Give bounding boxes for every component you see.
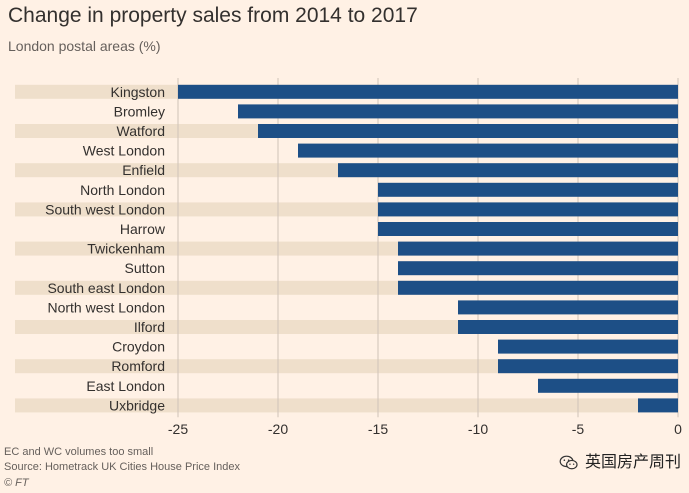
x-tick-label: -10 [468,421,488,437]
watermark-text: 英国房产周刊 [584,454,681,471]
bar [498,359,678,374]
bar [398,280,678,295]
category-label: Twickenham [87,241,165,257]
category-label: North west London [47,299,165,315]
x-tick-label: -25 [168,421,188,437]
wechat-icon [559,455,578,470]
category-label: East London [86,378,165,394]
row-band [15,359,640,374]
row-band [15,398,640,413]
category-label: Uxbridge [109,397,165,413]
bar [178,84,678,99]
x-tick-label: -15 [368,421,388,437]
category-label: Romford [111,358,165,374]
bar [378,222,678,236]
chart-subtitle: London postal areas (%) [8,38,161,54]
category-label: Sutton [125,260,165,276]
category-label: Harrow [120,221,166,237]
x-tick-label: 0 [674,421,682,437]
category-label: Watford [117,123,166,139]
category-label: Kingston [111,84,165,100]
bar [498,339,678,354]
category-label: Ilford [134,319,165,335]
category-label: West London [83,143,165,159]
bar [298,143,678,158]
x-tick-label: -20 [268,421,288,437]
bar [258,124,678,138]
chart-title: Change in property sales from 2014 to 20… [8,4,418,27]
category-label: Enfield [122,162,165,178]
x-tick-label: -5 [572,421,585,437]
bar [238,104,678,119]
source-note: Source: Hometrack UK Cities House Price … [4,461,240,473]
ft-credit: © FT [4,477,29,489]
category-label: South east London [47,280,165,296]
bar [458,300,678,315]
bar [378,182,678,197]
category-label: Croydon [112,339,165,355]
bar [398,261,678,276]
bar [338,163,678,178]
bar [398,241,678,256]
watermark: 英国房产周刊 [559,453,681,473]
category-label: Bromley [114,103,165,119]
bar [538,378,678,393]
footer-note: EC and WC volumes too small [4,446,154,458]
bar [458,320,678,334]
bar [378,202,678,217]
category-label: South west London [45,201,165,217]
bar [638,398,678,413]
category-label: North London [80,182,165,198]
